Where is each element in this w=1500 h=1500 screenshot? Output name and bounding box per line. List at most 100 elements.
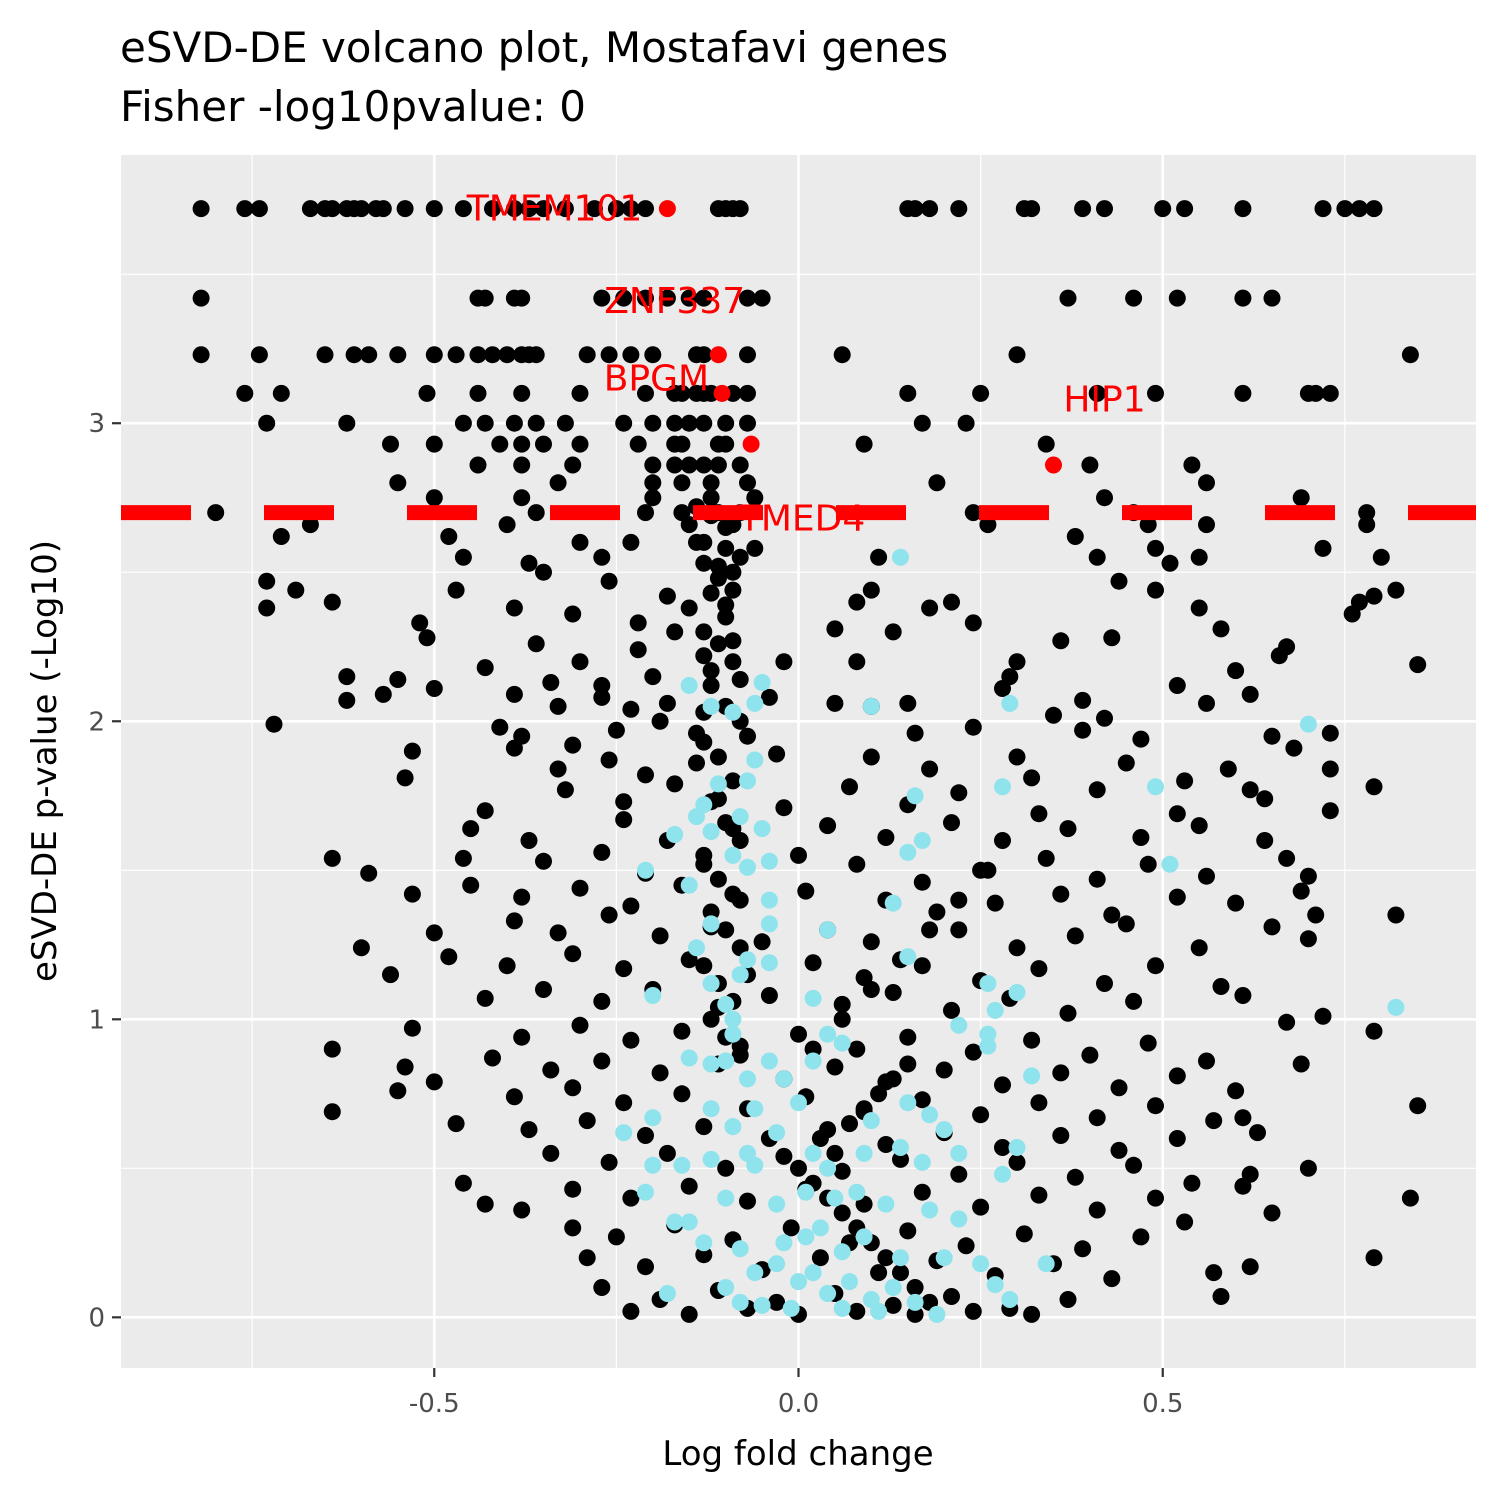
point-point_default-47 [593,289,611,307]
point-point_highlight-3 [724,703,742,721]
point-point_default-561 [717,596,735,614]
point-point_default-49 [637,289,654,307]
point-point_default-384 [1387,906,1405,924]
point-point_default-228 [629,641,647,659]
point-point_default-329 [994,832,1011,849]
point-point_default-51 [680,289,698,307]
point-point_default-461 [1147,1097,1164,1115]
point-point_highlight-106 [972,1255,990,1273]
point-point_default-453 [673,1085,691,1103]
point-point_default-38 [1314,200,1332,218]
point-point_default-207 [1110,572,1128,590]
point-point_default-503 [913,1183,931,1201]
point-point_default-267 [994,680,1011,697]
point-point_highlight-122 [753,1296,771,1314]
y-axis-title: eSVD-DE p-value (-Log10) [25,540,65,982]
point-point_default-574 [695,846,713,864]
point-point_default-229 [666,623,684,641]
point-point_highlight-1 [680,677,698,694]
point-point_default-536 [593,1279,611,1296]
point-point_default-44 [476,289,494,307]
point-point_default-142 [709,456,727,474]
point-point_default-483 [600,1153,618,1171]
point-point_highlight-100 [797,1228,815,1246]
point-point_default-289 [403,742,421,760]
point-point_default-570 [724,772,742,790]
point-point_default-260 [593,688,611,706]
x-tick-label-0: -0.5 [409,1389,460,1419]
point-point_default-146 [389,474,407,492]
gene-label-hip1: HIP1 [1063,379,1145,420]
point-point_default-364 [1168,888,1186,906]
point-point_default-592 [877,1249,895,1267]
point-point_highlight-109 [717,1279,735,1296]
point-point_default-597 [826,1144,844,1162]
point-point_default-414 [1278,1013,1296,1031]
point-point_default-17 [535,200,552,218]
point-point_default-562 [695,623,713,641]
point-point_default-392 [804,954,822,972]
x-axis-title: Log fold change [662,1434,933,1474]
point-point_default-522 [1176,1213,1194,1231]
point-point_highlight-21 [913,832,931,849]
point-point_default-40 [1350,200,1368,218]
point-point_default-13 [454,200,472,218]
point-point_default-601 [884,1070,902,1088]
point-point_default-83 [1401,346,1419,364]
point-point_default-545 [1212,1288,1230,1305]
point-point_highlight-95 [921,1201,939,1219]
point-point_default-261 [622,700,640,718]
point-point_default-368 [425,924,443,942]
point-point_default-463 [1409,1097,1427,1115]
point-point_highlight-23 [724,846,742,864]
point-point_default-143 [731,456,749,474]
point-point_highlight-6 [862,697,880,715]
point-point_default-205 [724,581,742,599]
point-point_default-122 [382,435,399,453]
point-point_highlight-59 [739,1070,756,1088]
point-point_default-407 [833,995,851,1013]
point-point_highlight-4 [746,694,764,712]
point-point_default-208 [1147,581,1164,599]
point-point_default-201 [535,563,552,581]
point-point_default-472 [877,1136,895,1153]
point-point_default-108 [454,414,472,432]
chart-title-line-2: Fisher -log10pvalue: 0 [120,82,586,131]
point-point_highlight-76 [855,1144,873,1162]
point-point_default-350 [360,864,378,882]
point-point_default-217 [717,608,735,626]
point-point_default-394 [913,957,931,975]
point-point_default-117 [695,414,713,432]
point-point_default-428 [1139,1034,1157,1052]
point-point_default-241 [389,671,407,688]
point-point_default-361 [986,894,1004,912]
point-point_default-156 [644,489,662,507]
point-point_highlight-87 [666,1213,684,1231]
point-point_default-422 [790,1025,807,1043]
point-point_default-149 [673,474,691,492]
point-point_default-314 [1030,805,1048,823]
point-point_default-190 [593,548,611,566]
point-point_default-383 [1299,930,1317,948]
point-point_highlight-96 [950,1210,968,1228]
point-point_highlight-16 [688,808,705,826]
point-point_highlight-102 [833,1243,851,1261]
point-point_highlight-54 [680,1049,698,1067]
point-point_default-18 [556,200,574,218]
point-point_default-76 [622,346,640,364]
point-point_default-510 [1401,1189,1419,1207]
point-point_default-481 [476,1195,494,1213]
point-point_default-226 [527,635,545,653]
point-point_default-479 [1249,1124,1266,1142]
point-point_default-413 [1234,987,1252,1004]
point-point_default-416 [403,1019,421,1037]
point-point_highlight-110 [746,1264,764,1282]
point-point_default-53 [739,289,756,307]
point-point_default-297 [921,760,939,778]
point-point_highlight-77 [892,1139,909,1156]
point-point_highlight-26 [760,852,778,870]
point-point_highlight-8 [1299,715,1317,733]
point-point_default-254 [1409,656,1427,674]
point-point_highlight-126 [731,1293,749,1311]
